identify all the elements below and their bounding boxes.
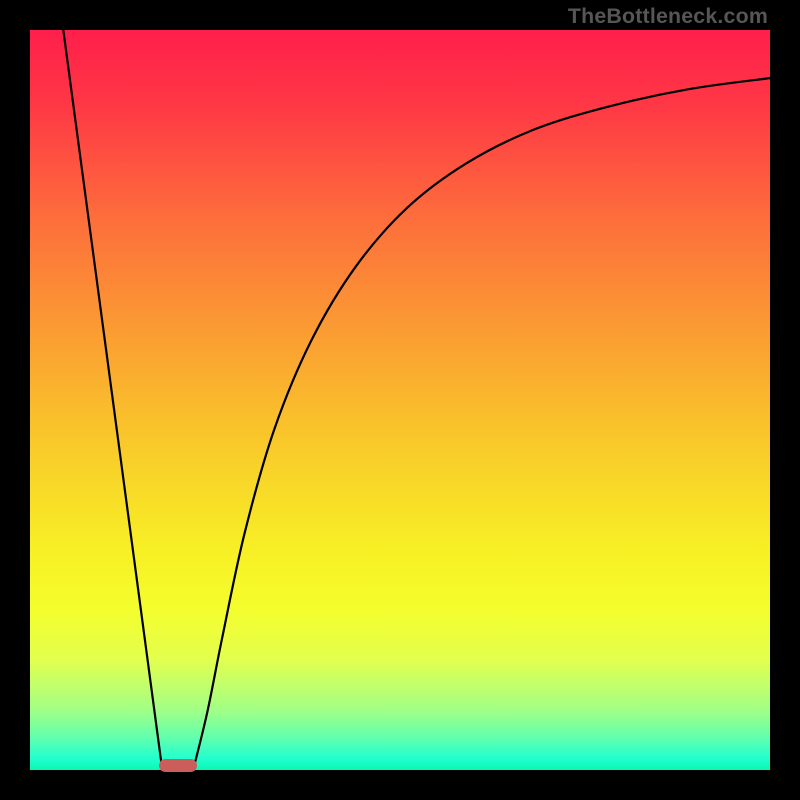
chart-frame: TheBottleneck.com <box>0 0 800 800</box>
curves-layer <box>30 30 770 770</box>
right-curve <box>194 78 770 765</box>
left-line <box>63 30 161 766</box>
plot-area <box>30 30 770 770</box>
watermark-text: TheBottleneck.com <box>568 4 768 29</box>
bottom-pill-marker <box>159 759 197 772</box>
